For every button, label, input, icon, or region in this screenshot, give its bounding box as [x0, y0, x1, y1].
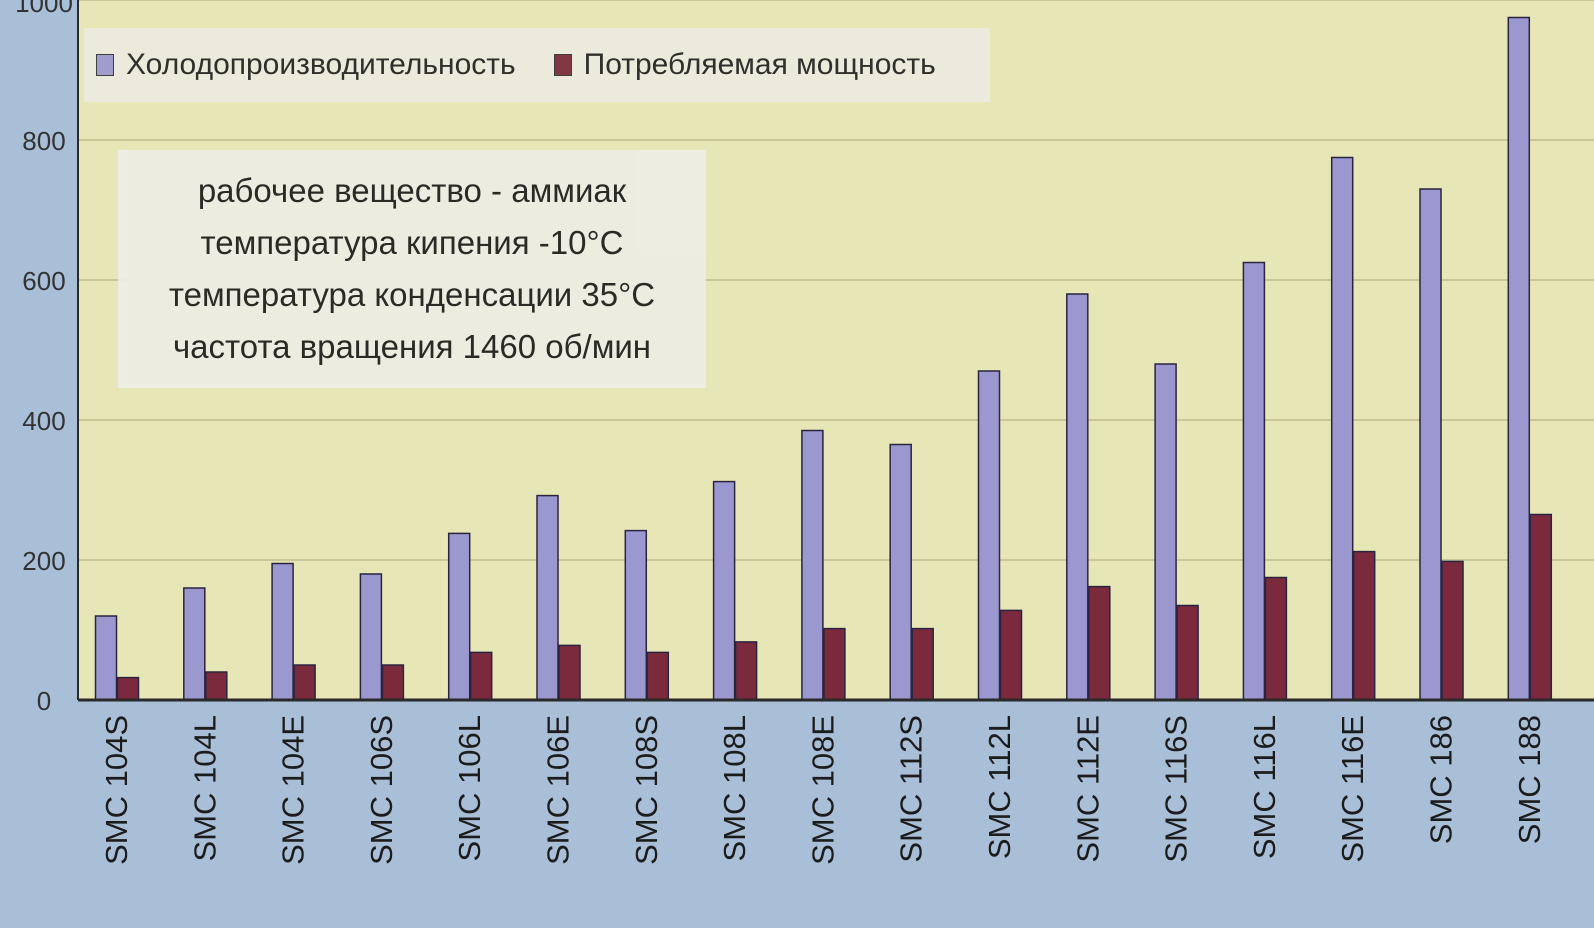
legend-entry-power: Потребляемая мощность — [553, 48, 936, 82]
legend: Холодопроизводительность Потребляемая мо… — [84, 28, 990, 102]
y-tick-label: 1000 — [15, 0, 73, 18]
bars — [94, 16, 1553, 701]
bar-power-consumption — [1176, 604, 1199, 701]
y-tick-label: 600 — [22, 266, 65, 296]
bar-cooling-capacity — [183, 587, 206, 701]
bar-power-consumption — [823, 627, 846, 701]
bar-cooling-capacity — [1507, 16, 1531, 701]
legend-entry-cooling: Холодопроизводительность — [96, 48, 516, 82]
y-axis-ticks: 0 200 400 600 800 1000 — [15, 0, 73, 716]
bar-cooling-capacity — [1242, 261, 1266, 701]
annotation-condensing-temp: температура конденсации 35°С — [168, 276, 656, 313]
x-tick-label: SMC 108S — [629, 715, 664, 865]
x-tick-label: SMC 104L — [187, 715, 222, 861]
x-tick-label: SMC 104E — [276, 715, 311, 865]
legend-label-power: Потребляемая мощность — [583, 48, 936, 81]
bar-cooling-capacity — [712, 480, 736, 701]
y-tick-label: 400 — [22, 406, 65, 436]
bar-power-consumption — [1441, 560, 1464, 701]
bar-cooling-capacity — [1330, 156, 1354, 701]
x-tick-label: SMC 112L — [982, 715, 1017, 859]
bar-power-consumption — [558, 644, 581, 701]
annotation-rotation-speed: частота вращения 1460 об/мин — [172, 328, 652, 365]
legend-label-cooling: Холодопроизводительность — [126, 48, 516, 81]
annotation-boiling-temp: температура кипения -10°С — [200, 224, 624, 261]
bar-power-consumption — [999, 609, 1023, 701]
bar-cooling-capacity — [801, 429, 824, 701]
bar-power-consumption — [205, 671, 228, 701]
bar-cooling-capacity — [1419, 188, 1442, 701]
bar-cooling-capacity — [1154, 363, 1177, 701]
bar-cooling-capacity — [1066, 293, 1089, 701]
x-tick-label: SMC 186 — [1424, 715, 1459, 844]
x-tick-label: SMC 188 — [1512, 715, 1547, 844]
bar-cooling-capacity — [359, 573, 383, 701]
bar-power-consumption — [1529, 513, 1553, 701]
x-tick-label: SMC 104S — [99, 715, 134, 865]
bar-power-consumption — [734, 641, 758, 701]
bar-power-consumption — [1352, 550, 1376, 701]
annotation-refrigerant: рабочее вещество - аммиак — [197, 172, 627, 209]
x-tick-label: SMC 112S — [894, 715, 929, 863]
conditions-annotation: рабочее вещество - аммиак температура ки… — [118, 150, 706, 388]
bar-cooling-capacity — [447, 532, 471, 701]
legend-swatch-cooling — [96, 54, 114, 76]
bar-cooling-capacity — [94, 615, 118, 701]
x-tick-label: SMC 116E — [1335, 715, 1370, 863]
y-tick-label: 0 — [37, 686, 51, 716]
x-tick-label: SMC 106E — [541, 715, 576, 865]
bar-power-consumption — [1088, 585, 1111, 701]
bar-cooling-capacity — [977, 370, 1001, 701]
x-tick-label: SMC 106S — [364, 715, 399, 865]
bar-power-consumption — [911, 627, 934, 701]
x-tick-label: SMC 116S — [1159, 715, 1194, 863]
bar-power-consumption — [469, 651, 493, 701]
x-tick-label: SMC 108L — [717, 715, 752, 861]
legend-swatch-power — [553, 54, 572, 76]
bar-power-consumption — [1264, 576, 1288, 701]
bar-power-consumption — [116, 676, 140, 701]
bar-cooling-capacity — [271, 562, 294, 701]
y-tick-label: 200 — [22, 546, 65, 576]
x-tick-label: SMC 112E — [1070, 715, 1105, 863]
x-tick-label: SMC 116L — [1247, 715, 1282, 859]
bar-cooling-capacity — [536, 494, 559, 701]
bar-cooling-capacity — [889, 443, 912, 701]
bar-power-consumption — [293, 664, 316, 701]
bar-power-consumption — [381, 664, 405, 701]
x-tick-label: SMC 108E — [805, 715, 840, 865]
x-tick-label: SMC 106L — [452, 715, 487, 861]
bar-power-consumption — [646, 651, 670, 701]
x-axis-ticks: SMC 104S SMC 104L SMC 104E SMC 106S SMC 106L… — [99, 715, 1547, 865]
y-tick-label: 800 — [22, 126, 65, 156]
bar-cooling-capacity — [624, 529, 648, 701]
